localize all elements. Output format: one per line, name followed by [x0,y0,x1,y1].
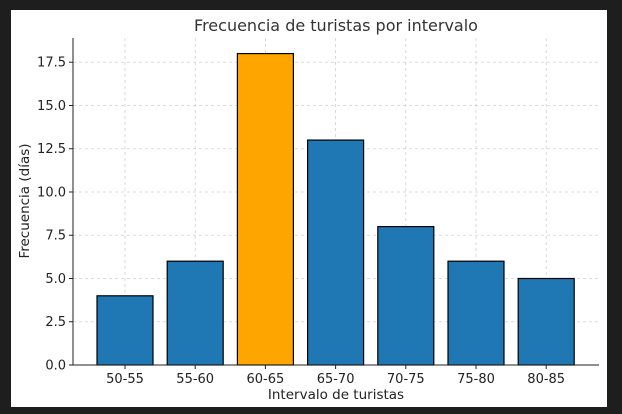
x-tick-label: 70-75 [387,372,425,387]
y-tick-label: 17.5 [37,56,66,71]
y-tick-label: 10.0 [37,185,66,200]
y-tick-label: 2.5 [45,315,66,330]
bar-65-70 [307,139,365,366]
y-tick-label: 0.0 [45,359,66,374]
bar-70-75 [377,225,435,366]
bar-80-85 [517,277,575,366]
chart-title: Frecuencia de turistas por intervalo [194,16,478,35]
bar-50-55 [96,295,154,366]
y-axis-title: Frecuencia (días) [17,143,33,258]
x-axis-title: Intervalo de turistas [268,387,404,403]
bar-75-80 [447,260,505,366]
x-ticks: 50-55 55-60 60-65 65-70 70-75 75-80 80-85 [106,365,565,387]
x-tick-label: 60-65 [247,372,285,387]
bar-60-65 [236,52,294,366]
x-tick-label: 55-60 [176,372,214,387]
y-ticks: 0.0 2.5 5.0 7.5 10.0 12.5 15.0 17.5 [37,56,73,374]
y-tick-label: 7.5 [45,229,66,244]
y-tick-label: 5.0 [45,272,66,287]
bar-55-60 [166,260,224,366]
y-tick-label: 12.5 [37,142,66,157]
chart-figure: Frecuencia de turistas por intervalo 0.0… [11,10,607,407]
x-tick-label: 80-85 [527,372,565,387]
x-tick-label: 50-55 [106,372,144,387]
y-tick-label: 15.0 [37,99,66,114]
x-tick-label: 75-80 [457,372,495,387]
bars [96,52,575,366]
x-tick-label: 65-70 [317,372,355,387]
bar-chart: Frecuencia de turistas por intervalo 0.0… [17,16,599,403]
